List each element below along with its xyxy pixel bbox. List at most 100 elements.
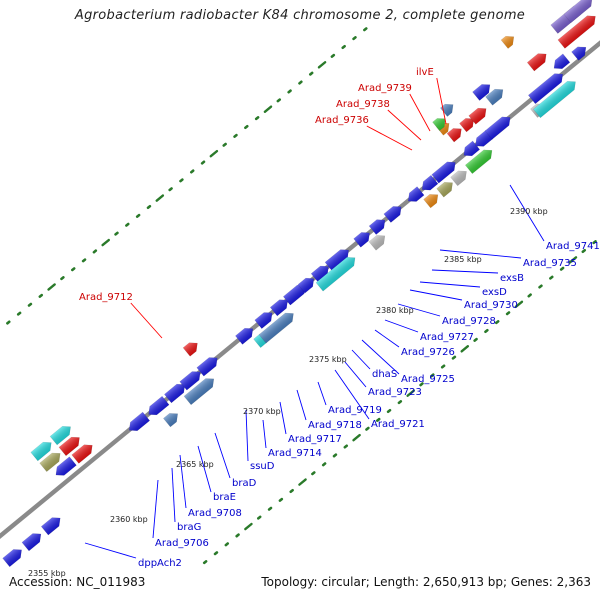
gene-label: Arad_9706 bbox=[155, 538, 209, 549]
gene-label: Arad_9721 bbox=[371, 419, 425, 430]
tick-mark bbox=[135, 213, 141, 218]
tick-mark bbox=[559, 266, 565, 271]
tick-mark bbox=[146, 204, 152, 210]
gene-feature bbox=[324, 249, 349, 272]
tick-mark bbox=[397, 400, 403, 405]
tick-mark bbox=[460, 345, 470, 353]
gene-feature bbox=[484, 116, 511, 140]
tick-mark bbox=[440, 364, 446, 369]
gene-feature bbox=[407, 186, 425, 202]
leader-line bbox=[509, 184, 545, 242]
tick-mark bbox=[47, 283, 56, 291]
tick-mark bbox=[386, 408, 392, 414]
gene-feature bbox=[533, 81, 576, 119]
tick-mark bbox=[254, 116, 260, 121]
tick-mark bbox=[406, 389, 415, 397]
tick-mark bbox=[244, 124, 249, 130]
gene-label: Arad_9739 bbox=[358, 83, 412, 94]
tick-mark bbox=[352, 433, 361, 442]
tick-mark bbox=[505, 311, 511, 316]
gene-label: Arad_9730 bbox=[464, 300, 518, 311]
coordinate-tick-marks bbox=[6, 27, 597, 565]
tick-mark bbox=[451, 355, 457, 360]
tick-mark bbox=[235, 533, 240, 538]
tick-mark bbox=[233, 133, 238, 138]
gene-label: Arad_9719 bbox=[328, 405, 382, 416]
gene-features bbox=[2, 0, 596, 568]
gene-label: braD bbox=[232, 478, 257, 489]
gene-label: Arad_9736 bbox=[315, 115, 369, 126]
gene-feature bbox=[183, 378, 215, 406]
gene-label: Arad_9741 bbox=[546, 241, 600, 252]
tick-mark bbox=[341, 44, 346, 50]
gene-feature bbox=[421, 174, 439, 191]
gene-feature bbox=[30, 441, 52, 462]
gene-label: ssuD bbox=[250, 461, 275, 472]
gene-label: ilvE bbox=[416, 67, 434, 78]
tick-mark bbox=[473, 337, 478, 342]
leader-line bbox=[179, 454, 187, 509]
leader-line bbox=[296, 389, 307, 421]
gene-feature bbox=[71, 444, 93, 464]
gene-feature bbox=[368, 235, 386, 251]
leader-line bbox=[419, 281, 481, 288]
tick-mark bbox=[332, 453, 338, 458]
leader-line bbox=[387, 109, 422, 141]
gene-label: dppAch2 bbox=[138, 558, 182, 569]
leader-line bbox=[334, 369, 370, 420]
gene-feature bbox=[269, 299, 288, 317]
gene-feature bbox=[353, 232, 370, 248]
tick-mark bbox=[209, 149, 219, 158]
tick-mark bbox=[71, 267, 76, 272]
tick-mark bbox=[289, 488, 294, 494]
gene-feature bbox=[148, 395, 170, 416]
gene-feature bbox=[571, 46, 587, 61]
gene-feature bbox=[297, 277, 315, 294]
gene-feature bbox=[258, 312, 294, 344]
gene-label: Arad_9735 bbox=[523, 258, 577, 269]
tick-mark bbox=[311, 471, 316, 476]
tick-mark bbox=[92, 249, 98, 254]
tick-mark bbox=[568, 256, 578, 264]
leader-line bbox=[245, 409, 249, 462]
gene-feature bbox=[450, 170, 467, 187]
kbp-tick-label: 2370 kbp bbox=[243, 407, 281, 416]
tick-mark bbox=[352, 36, 357, 41]
gene-feature bbox=[423, 194, 439, 209]
leader-line bbox=[384, 319, 419, 333]
gene-label: dhaS bbox=[372, 369, 397, 380]
tick-mark bbox=[317, 61, 327, 69]
gene-feature bbox=[468, 107, 487, 125]
gene-feature bbox=[55, 456, 77, 476]
gene-feature bbox=[485, 88, 504, 106]
map-title: Agrobacterium radiobacter K84 chromosome… bbox=[74, 8, 526, 23]
gene-label: Arad_9708 bbox=[188, 508, 242, 519]
tick-mark bbox=[484, 328, 489, 334]
leader-line bbox=[374, 329, 400, 348]
leader-line bbox=[431, 269, 499, 274]
gene-feature bbox=[446, 128, 462, 143]
gene-label: Arad_9714 bbox=[268, 448, 322, 459]
tick-mark bbox=[213, 551, 219, 556]
gene-label: Arad_9726 bbox=[401, 347, 455, 358]
leader-line bbox=[409, 93, 431, 132]
gene-label: Arad_9718 bbox=[308, 420, 362, 431]
leader-line bbox=[214, 432, 231, 479]
tick-mark bbox=[276, 98, 282, 103]
gene-feature bbox=[196, 357, 218, 377]
tick-mark bbox=[287, 89, 292, 94]
kbp-tick-label: 2380 kbp bbox=[376, 306, 414, 315]
gene-feature bbox=[310, 265, 329, 283]
tick-mark bbox=[257, 515, 262, 520]
leader-line bbox=[361, 339, 400, 375]
topology-text: Topology: circular; Length: 2,650,913 bp… bbox=[261, 575, 591, 589]
leader-line bbox=[344, 361, 367, 388]
gene-feature bbox=[553, 53, 571, 69]
gene-feature bbox=[39, 452, 61, 472]
leader-line bbox=[436, 77, 447, 125]
gene-label: Arad_9728 bbox=[442, 316, 496, 327]
tick-mark bbox=[592, 240, 597, 245]
gene-feature bbox=[58, 436, 80, 457]
kbp-tick-label: 2375 kbp bbox=[309, 355, 347, 364]
